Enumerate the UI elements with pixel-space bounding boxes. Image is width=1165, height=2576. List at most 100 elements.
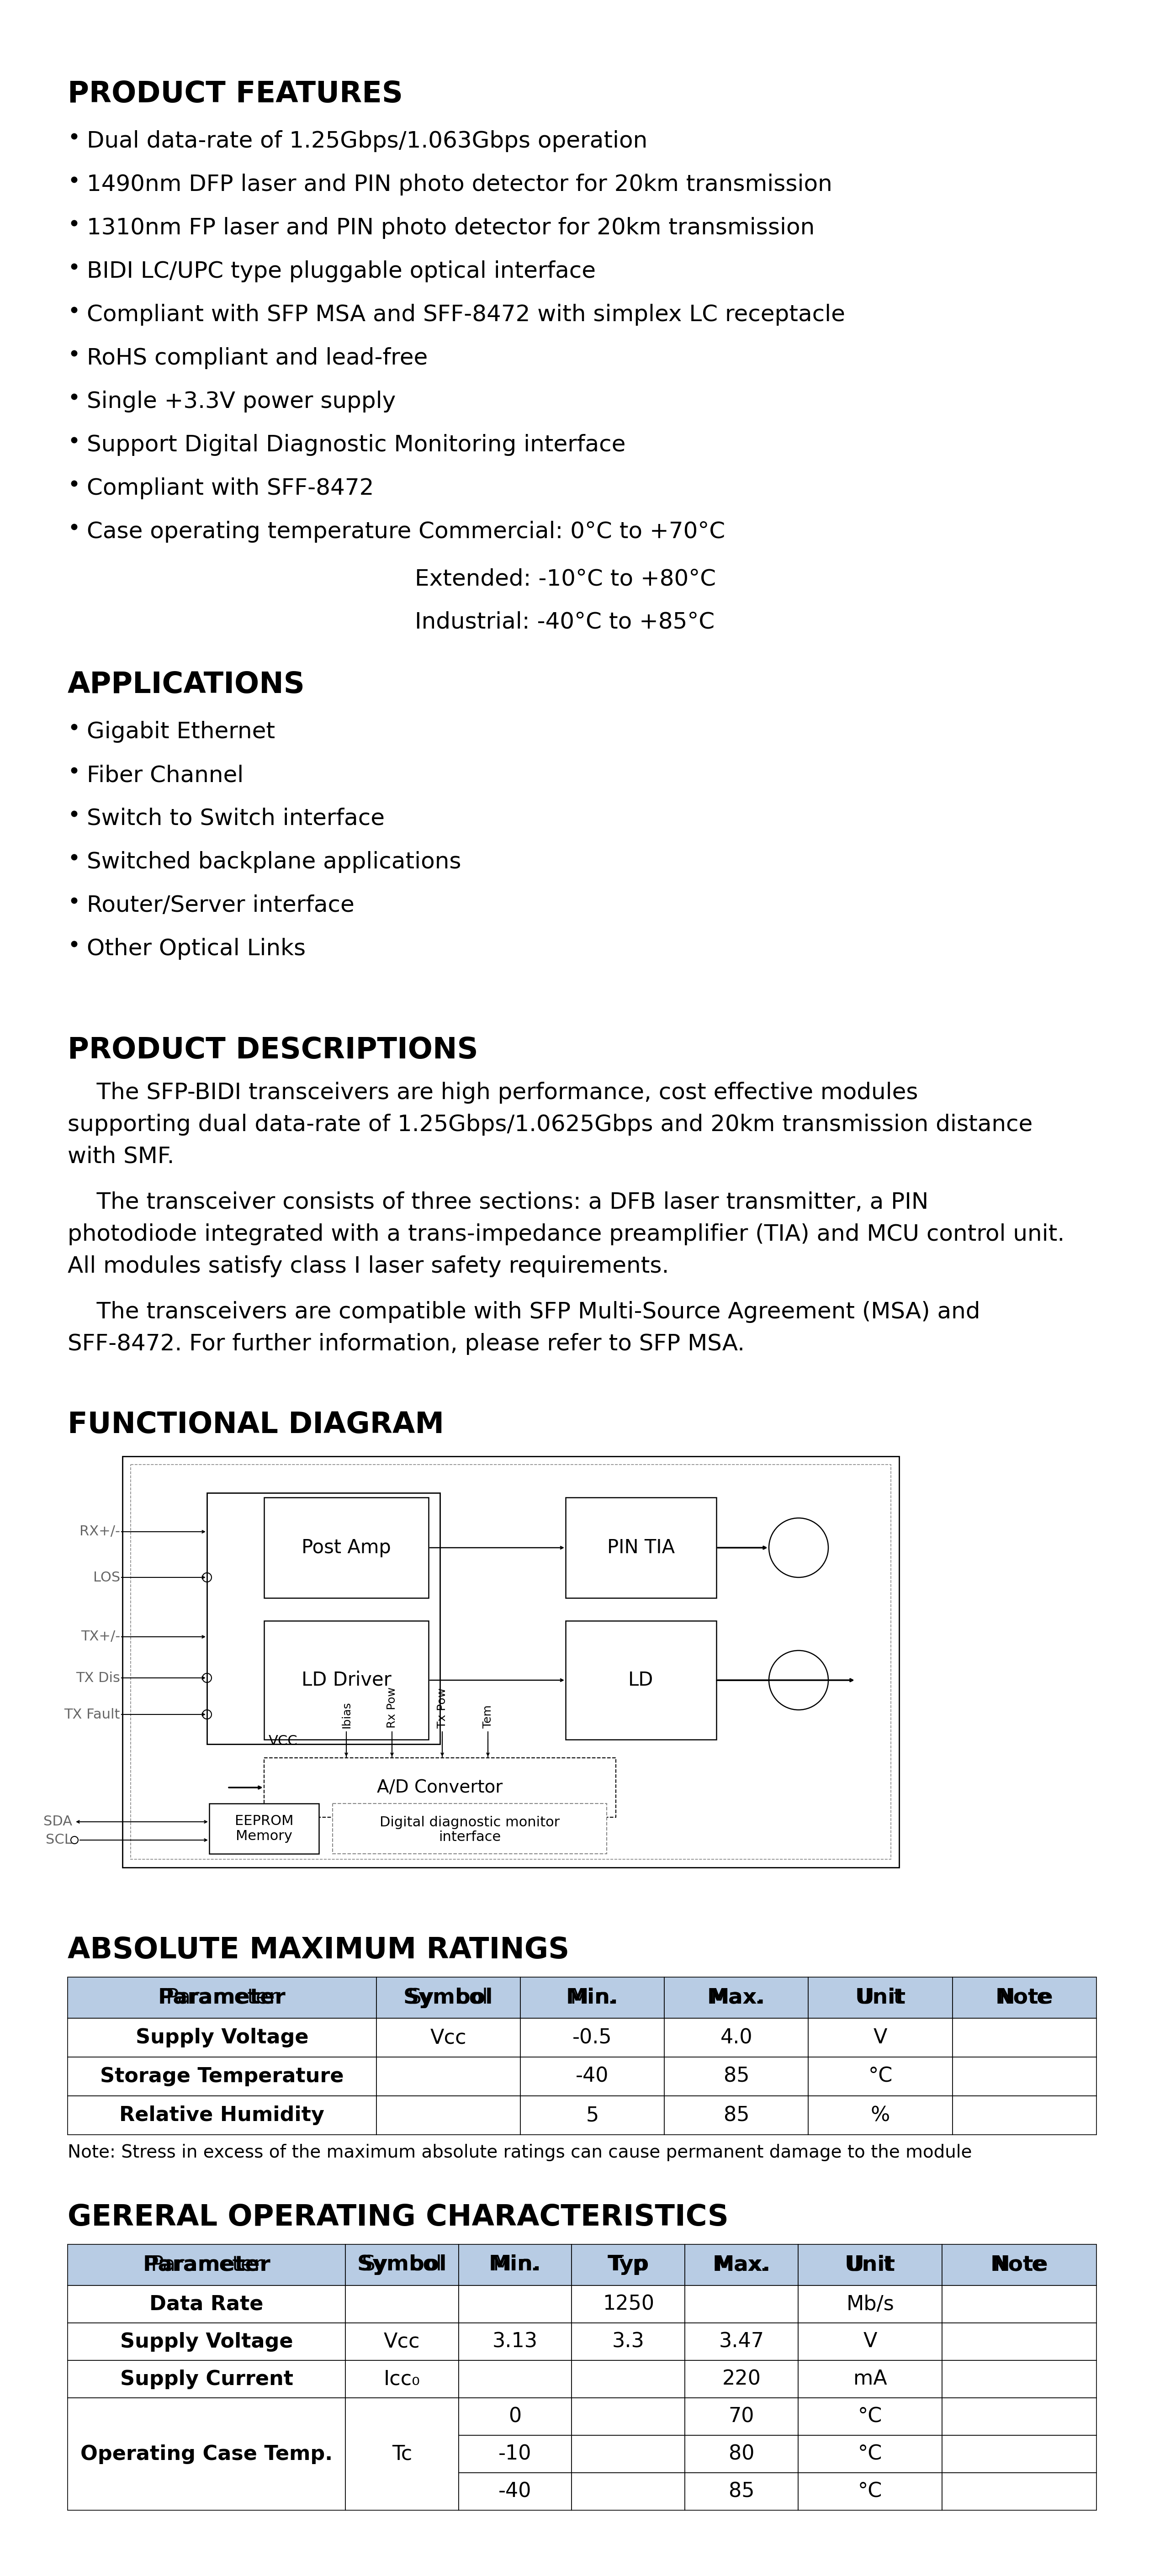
Text: 5: 5	[586, 2105, 599, 2125]
Text: Support Digital Diagnostic Monitoring interface: Support Digital Diagnostic Monitoring in…	[87, 433, 626, 456]
Text: EEPROM
Memory: EEPROM Memory	[234, 1814, 294, 1842]
Text: Unit: Unit	[845, 2254, 896, 2275]
Text: 3.47: 3.47	[719, 2331, 764, 2352]
Text: Ibias: Ibias	[341, 1700, 352, 1728]
Text: 220: 220	[722, 2370, 761, 2388]
Text: Other Optical Links: Other Optical Links	[87, 938, 305, 961]
Text: mA: mA	[853, 2370, 887, 2388]
Text: Unit: Unit	[855, 1989, 906, 2007]
Bar	[376, 1978, 521, 2017]
Text: Tc: Tc	[391, 2445, 412, 2463]
Bar	[664, 2017, 809, 2058]
Bar	[68, 2398, 345, 2509]
Text: 70: 70	[728, 2406, 755, 2427]
Bar	[332, 1803, 607, 1855]
Text: 1310nm FP laser and PIN photo detector for 20km transmission: 1310nm FP laser and PIN photo detector f…	[87, 216, 814, 240]
Text: V: V	[874, 2027, 888, 2048]
Bar	[685, 2324, 798, 2360]
Text: -40: -40	[499, 2481, 531, 2501]
Text: Max.: Max.	[707, 1989, 765, 2007]
Text: 0: 0	[509, 2406, 522, 2427]
Bar	[459, 2244, 572, 2285]
Bar	[572, 2473, 685, 2509]
Text: The SFP-BIDI transceivers are high performance, cost effective modules: The SFP-BIDI transceivers are high perfo…	[68, 1082, 918, 1103]
Bar	[685, 2285, 798, 2324]
Bar	[376, 2017, 521, 2058]
Text: BIDI LC/UPC type pluggable optical interface: BIDI LC/UPC type pluggable optical inter…	[87, 260, 595, 283]
Bar	[521, 2058, 664, 2097]
Text: Note: Stress in excess of the maximum absolute ratings can cause permanent damag: Note: Stress in excess of the maximum ab…	[68, 2143, 972, 2161]
Bar	[798, 2434, 942, 2473]
Text: Digital diagnostic monitor: Digital diagnostic monitor	[380, 1816, 559, 1829]
Text: Single +3.3V power supply: Single +3.3V power supply	[87, 392, 396, 412]
Text: PIN TIA: PIN TIA	[607, 1538, 675, 1558]
Text: supporting dual data-rate of 1.25Gbps/1.0625Gbps and 20km transmission distance: supporting dual data-rate of 1.25Gbps/1.…	[68, 1113, 1032, 1136]
Bar	[264, 1757, 616, 1816]
Text: Min.: Min.	[570, 1989, 615, 2007]
Bar	[809, 2017, 953, 2058]
Bar	[798, 2244, 942, 2285]
Text: Mb/s: Mb/s	[846, 2295, 894, 2313]
Text: Fiber Channel: Fiber Channel	[87, 765, 243, 786]
Text: Note: Note	[994, 2254, 1045, 2275]
Bar	[953, 2058, 1096, 2097]
Text: Parameter: Parameter	[142, 2254, 270, 2275]
Text: Parameter: Parameter	[158, 1989, 285, 2007]
Bar	[376, 2058, 521, 2097]
Text: 3.3: 3.3	[612, 2331, 644, 2352]
Bar	[68, 2324, 345, 2360]
Bar	[685, 2244, 798, 2285]
Bar	[521, 2017, 664, 2058]
Text: photodiode integrated with a trans-impedance preamplifier (TIA) and MCU control : photodiode integrated with a trans-imped…	[68, 1224, 1065, 1244]
Text: %: %	[870, 2105, 890, 2125]
Bar	[953, 2097, 1096, 2136]
Text: ABSOLUTE MAXIMUM RATINGS: ABSOLUTE MAXIMUM RATINGS	[68, 1937, 570, 1965]
Bar	[798, 2324, 942, 2360]
Bar	[798, 2360, 942, 2398]
Text: 1250: 1250	[602, 2295, 655, 2313]
Bar	[664, 2097, 809, 2136]
Text: Tem: Tem	[482, 1705, 494, 1728]
Bar	[376, 2097, 521, 2136]
Text: VCC: VCC	[269, 1734, 298, 1747]
Text: Data Rate: Data Rate	[149, 2295, 263, 2313]
Text: Typ: Typ	[607, 2254, 649, 2275]
Bar	[565, 1497, 716, 1597]
Bar	[68, 2360, 345, 2398]
Text: with SMF.: with SMF.	[68, 1146, 175, 1167]
Bar	[459, 2324, 572, 2360]
Text: Switch to Switch interface: Switch to Switch interface	[87, 809, 384, 829]
Text: Operating Case Temp.: Operating Case Temp.	[80, 2445, 333, 2463]
Bar	[68, 2285, 345, 2324]
Bar	[345, 2360, 459, 2398]
Bar	[122, 1455, 899, 1868]
Text: Min.: Min.	[493, 2254, 538, 2275]
Bar	[68, 2244, 345, 2285]
Text: Parameter: Parameter	[150, 2254, 263, 2275]
Bar	[459, 2473, 572, 2509]
Text: Supply Voltage: Supply Voltage	[120, 2331, 292, 2352]
Bar	[664, 2058, 809, 2097]
Text: -10: -10	[499, 2445, 531, 2463]
Bar	[953, 1978, 1096, 2017]
Bar	[572, 2398, 685, 2434]
Text: SDA: SDA	[43, 1816, 72, 1829]
Text: Vcc: Vcc	[430, 2027, 466, 2048]
Text: Max.: Max.	[713, 2254, 770, 2275]
Text: LOS: LOS	[93, 1571, 120, 1584]
Bar	[264, 1497, 429, 1597]
Bar	[345, 2244, 459, 2285]
Bar	[459, 2434, 572, 2473]
Bar	[953, 2017, 1096, 2058]
Text: 85: 85	[723, 2066, 749, 2087]
Bar	[68, 2097, 376, 2136]
Text: TX Dis: TX Dis	[76, 1672, 120, 1685]
Bar	[685, 2398, 798, 2434]
Text: 3.13: 3.13	[493, 2331, 538, 2352]
Bar	[572, 2244, 685, 2285]
Text: -40: -40	[576, 2066, 609, 2087]
Text: The transceiver consists of three sections: a DFB laser transmitter, a PIN: The transceiver consists of three sectio…	[68, 1190, 929, 1213]
Text: Note: Note	[990, 2254, 1048, 2275]
Text: RX+/-: RX+/-	[79, 1525, 120, 1538]
Text: 85: 85	[728, 2481, 755, 2501]
